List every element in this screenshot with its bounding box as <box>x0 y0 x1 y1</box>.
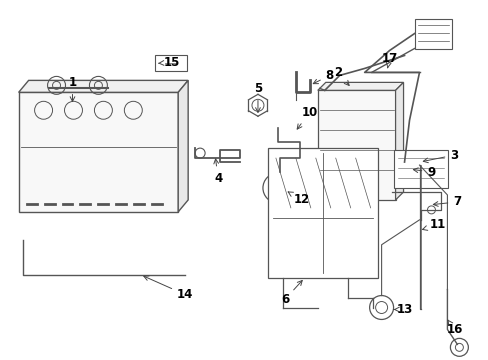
Text: 15: 15 <box>158 56 180 69</box>
Text: 9: 9 <box>412 166 435 179</box>
FancyBboxPatch shape <box>399 162 419 176</box>
Polygon shape <box>395 82 403 200</box>
Text: 5: 5 <box>253 82 262 112</box>
Text: 2: 2 <box>333 66 348 85</box>
Text: 10: 10 <box>297 106 317 129</box>
FancyBboxPatch shape <box>414 19 451 49</box>
Text: 14: 14 <box>143 276 193 301</box>
Text: 16: 16 <box>446 320 462 336</box>
Text: 8: 8 <box>313 69 333 84</box>
Text: 7: 7 <box>432 195 461 208</box>
FancyBboxPatch shape <box>393 150 447 188</box>
Text: 6: 6 <box>280 280 302 306</box>
Polygon shape <box>19 80 188 92</box>
FancyBboxPatch shape <box>155 55 187 71</box>
Polygon shape <box>178 80 188 212</box>
Polygon shape <box>317 82 403 90</box>
Text: 4: 4 <box>213 159 222 185</box>
Text: 12: 12 <box>287 192 309 206</box>
FancyBboxPatch shape <box>317 90 395 200</box>
Text: 1: 1 <box>68 76 77 102</box>
Text: 13: 13 <box>393 303 412 316</box>
Text: 3: 3 <box>423 149 458 163</box>
Text: 17: 17 <box>381 52 397 68</box>
FancyBboxPatch shape <box>19 92 178 212</box>
FancyBboxPatch shape <box>267 148 377 278</box>
Text: 11: 11 <box>422 218 445 231</box>
